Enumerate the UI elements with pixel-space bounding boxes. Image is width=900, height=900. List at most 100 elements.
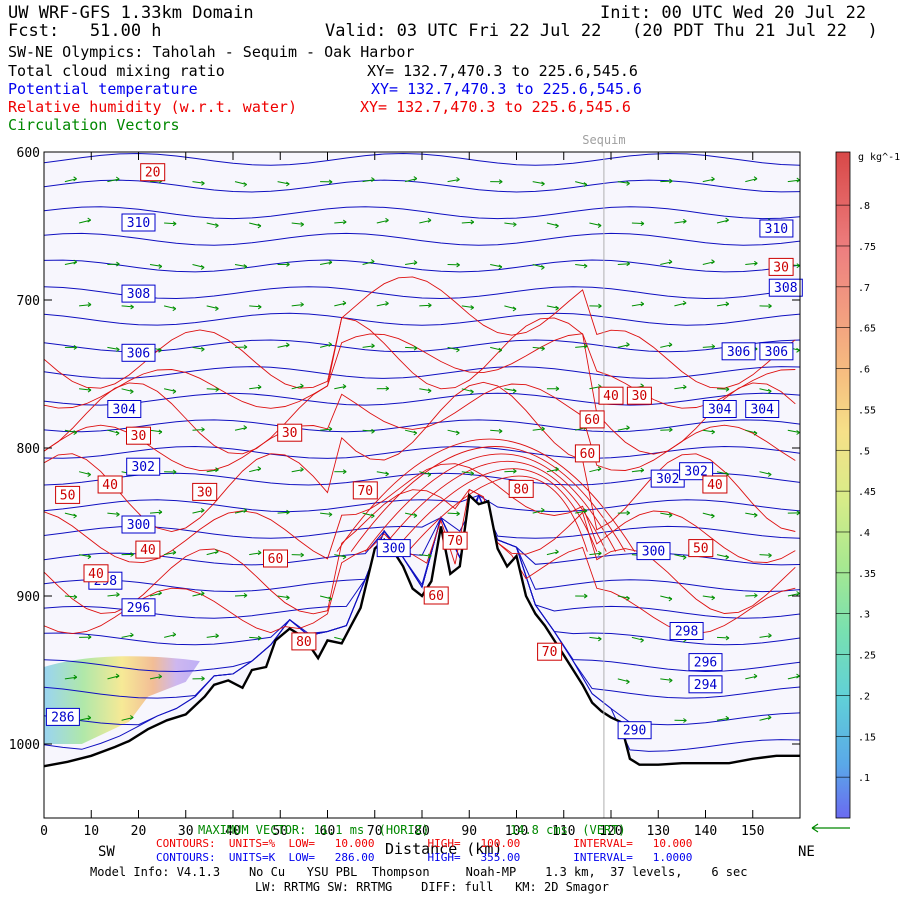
vector-head [172, 388, 177, 394]
vector-arrow [802, 635, 814, 638]
vector-head [73, 594, 78, 600]
vector-head [115, 673, 120, 679]
vector-arrow [461, 388, 474, 393]
terrain-outline [43, 492, 800, 768]
vector-arrow [121, 717, 134, 721]
colorbar-tick-label: .65 [858, 324, 876, 335]
vector-head [200, 507, 205, 513]
vector-arrow [291, 385, 304, 390]
vector-head [342, 383, 347, 389]
vector-arrow [716, 636, 730, 639]
rh-dome-line [393, 468, 598, 552]
rh-dome-line [336, 438, 636, 552]
theta-label-box [121, 343, 156, 362]
vector-arrow [405, 346, 418, 349]
vector-head [116, 261, 120, 267]
field-rh-label: Relative humidity (w.r.t. water) [8, 98, 297, 116]
vector-head [215, 306, 219, 312]
vector-arrow [589, 222, 602, 227]
colorbar-tick-label: .15 [858, 732, 876, 743]
theta-line [44, 312, 800, 326]
vector-arrow [419, 471, 432, 476]
vector-arrow [78, 471, 91, 476]
vector-arrow [320, 261, 332, 265]
vector-head [371, 428, 375, 434]
vector-head [498, 347, 503, 353]
theta-label-box [768, 278, 803, 297]
vector-head [257, 223, 262, 229]
theta-label-box [759, 342, 794, 361]
vector-head [243, 507, 247, 513]
vector-head [768, 552, 772, 558]
vector-arrow [249, 636, 262, 639]
vector-arrow [419, 304, 432, 307]
vector-head [754, 260, 758, 266]
field-cloud-xy: XY= 132.7,470.3 to 225.6,545.6 [367, 62, 638, 80]
vector-head [725, 217, 729, 223]
vector-arrow [206, 305, 219, 310]
x-tick-label: 50 [272, 824, 288, 839]
vector-arrow [631, 636, 644, 641]
theta-label: 304 [708, 403, 732, 418]
vector-arrow [745, 595, 758, 597]
rh-label: 20 [145, 166, 161, 181]
vector-arrow [234, 181, 247, 185]
vector-head [130, 389, 134, 395]
theta-label: 296 [694, 656, 717, 671]
theta-label-box [121, 515, 156, 534]
colorbar [835, 151, 851, 819]
max-vector-horiz: MAXIMUM VECTOR: 11.1 ms (HORIZ) [198, 823, 430, 837]
vector-head [811, 221, 814, 225]
vector-head [87, 715, 92, 721]
cloud-region [44, 656, 200, 744]
vector-head [597, 223, 602, 229]
colorbar-tick-label: .5 [858, 446, 870, 457]
rh-dome-line [364, 453, 617, 552]
vector-head [130, 632, 134, 638]
rh-label: 30 [282, 426, 298, 441]
theta-line [44, 419, 800, 433]
theta-label: 306 [727, 345, 750, 360]
vector-arrow [362, 345, 375, 348]
vector-head [456, 262, 460, 268]
x-tick-label: 10 [83, 824, 99, 839]
valid-time: Valid: 03 UTC Fri 22 Jul 22 (20 PDT Thu … [325, 21, 878, 41]
theta-label: 294 [694, 678, 718, 693]
vector-head [158, 347, 162, 353]
vector-head [640, 637, 644, 643]
vector-arrow [447, 429, 460, 434]
vector-arrow [249, 552, 262, 556]
vector-head [243, 344, 248, 350]
vector-arrow [277, 511, 290, 514]
vector-head [711, 344, 716, 349]
rh-label: 50 [693, 542, 709, 557]
vector-arrow [362, 261, 375, 265]
colorbar-ticks: .1 .15 .2 .25 .3 .35 .4 .45 .5 .55 .6 .65 .7 .75 .8 [836, 201, 876, 784]
rh-contour-info: CONTOURS: UNITS=% LOW= 10.000 HIGH= 100.… [156, 837, 693, 850]
theta-label-box [688, 675, 723, 694]
colorbar-tick-label: .2 [858, 691, 870, 702]
vector-head [470, 389, 474, 395]
vector-arrow [362, 179, 375, 183]
vector-head [456, 430, 460, 436]
vector-arrow [745, 675, 758, 680]
vector-arrow [802, 553, 814, 555]
vector-head [342, 219, 347, 225]
vector-head [669, 427, 673, 433]
vector-arrow [64, 178, 77, 183]
vector-arrow [702, 346, 715, 348]
theta-label: 304 [750, 403, 774, 418]
x-tick-label: 40 [225, 824, 241, 839]
field-rh-xy: XY= 132.7,470.3 to 225.6,545.6 [360, 98, 631, 116]
vector-head [427, 388, 432, 394]
vector-head [513, 222, 517, 227]
relative-humidity-contours [44, 276, 796, 635]
vector-head [767, 472, 772, 477]
vector-arrow [206, 222, 219, 227]
theta-label: 302 [131, 460, 154, 475]
theta-label: 300 [642, 545, 665, 560]
theta-label-box [669, 622, 704, 640]
vector-arrow [702, 178, 715, 183]
theta-label-box [702, 400, 737, 418]
vector-arrow [404, 429, 417, 434]
